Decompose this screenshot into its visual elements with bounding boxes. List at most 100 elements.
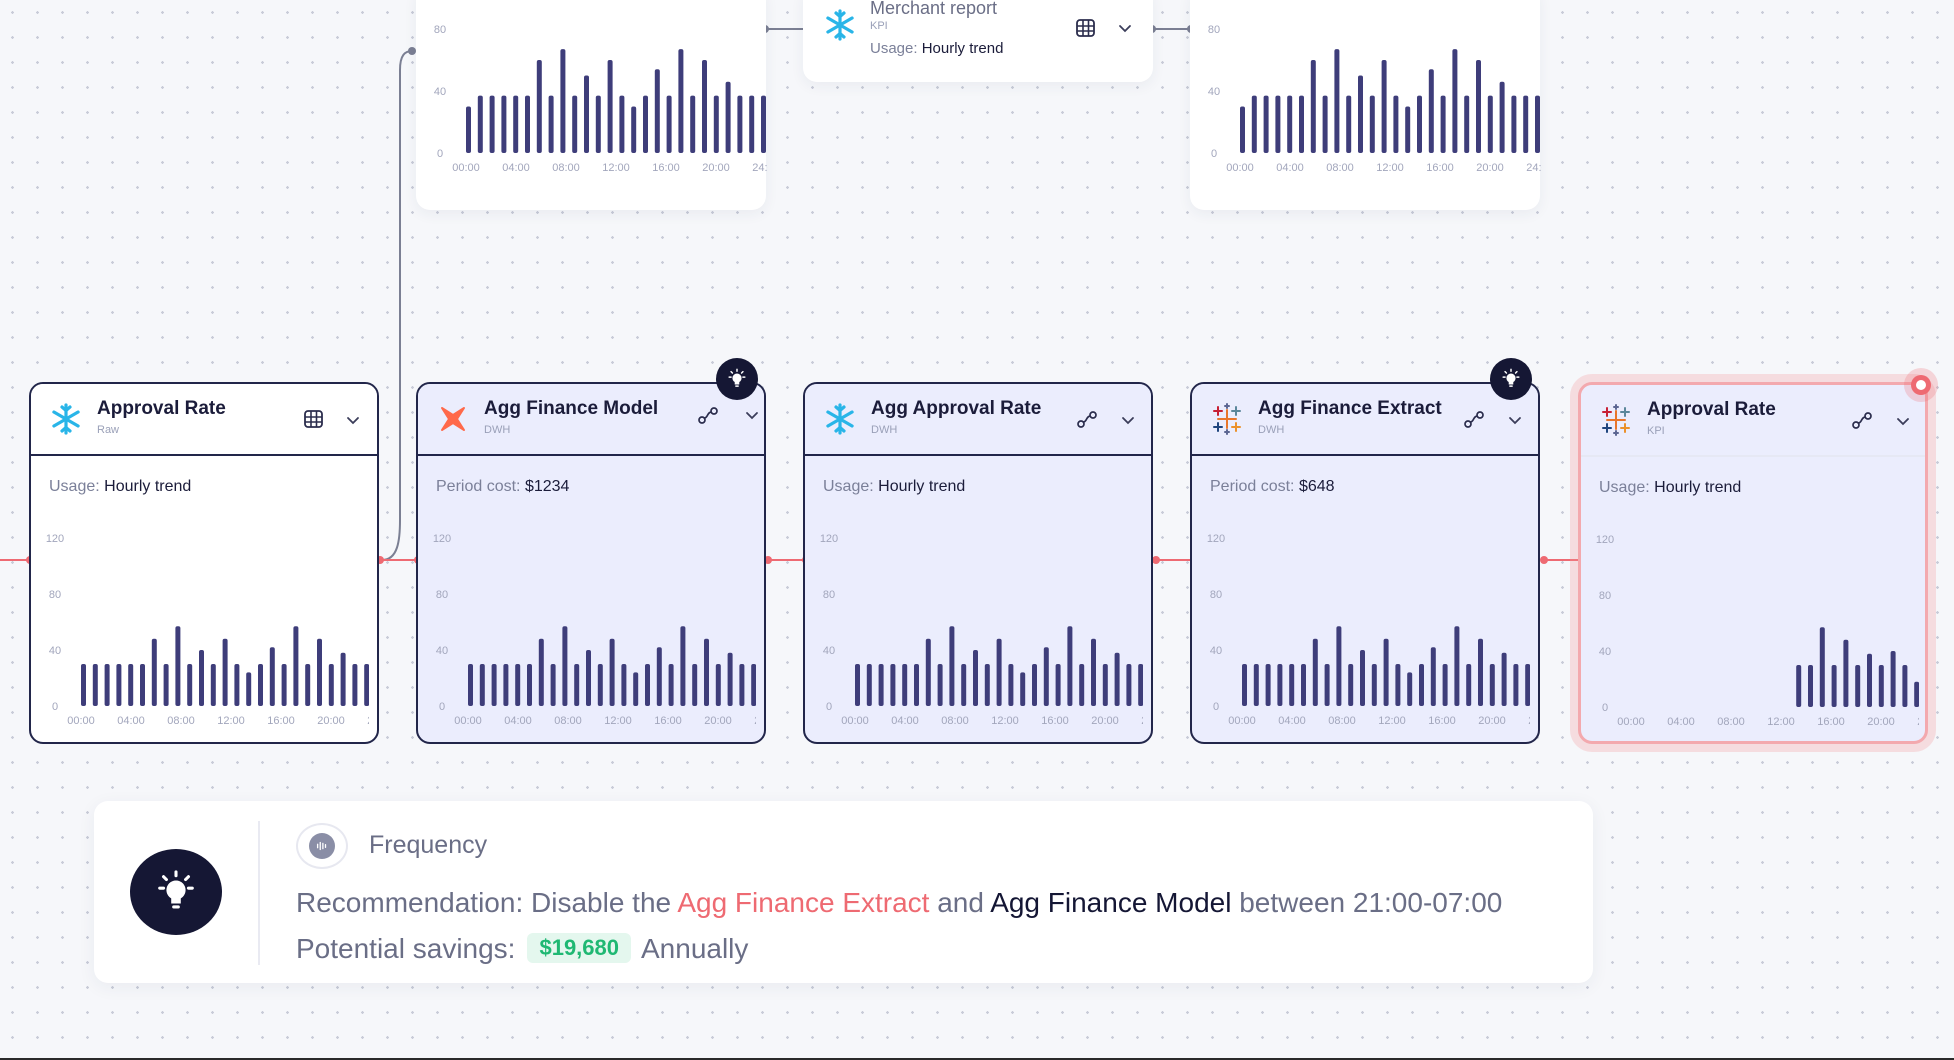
y-tick-label: 80	[436, 589, 448, 601]
bar	[1867, 653, 1872, 707]
bar	[538, 638, 544, 706]
alert-dot-icon[interactable]	[1904, 368, 1938, 402]
chevron-down-icon[interactable]	[1506, 411, 1524, 429]
bar	[996, 638, 1002, 706]
bar	[961, 664, 967, 706]
bar	[645, 664, 650, 706]
chevron-down-icon[interactable]	[344, 411, 362, 429]
bar	[1808, 665, 1813, 707]
y-tick-label: 40	[434, 86, 446, 98]
x-tick-label: 24:00	[367, 715, 369, 727]
metric-value: Hourly trend	[1654, 479, 1742, 496]
bar	[656, 647, 662, 706]
node-card-agg-approval-rate[interactable]: Agg Approval Rate DWH Usage: Hourly tren…	[803, 382, 1153, 744]
tableau-icon	[1213, 403, 1241, 435]
recommendation-category: Frequency	[369, 831, 488, 859]
y-tick-label: 120	[46, 533, 64, 545]
table-icon[interactable]	[1075, 17, 1097, 39]
x-tick-label: 12:00	[602, 162, 630, 174]
x-tick-label: 16:00	[267, 715, 295, 727]
x-tick-label: 20:00	[1476, 162, 1504, 174]
y-tick-label: 80	[823, 589, 835, 601]
lineage-icon[interactable]	[1076, 408, 1098, 430]
x-tick-label: 16:00	[1426, 162, 1454, 174]
bar	[1055, 664, 1061, 706]
recommendation-badge[interactable]	[1490, 358, 1532, 400]
bar	[1430, 647, 1436, 706]
card-metric: Usage: Hourly trend	[823, 478, 965, 496]
recommendation-target-link[interactable]: Agg Finance Extract	[677, 887, 930, 918]
bar	[1032, 664, 1037, 706]
x-tick-label: 16:00	[1817, 716, 1845, 728]
bar	[479, 664, 485, 706]
y-tick-label: 80	[1208, 24, 1220, 36]
bar	[1138, 664, 1143, 706]
y-tick-label: 0	[437, 148, 443, 160]
bar	[340, 652, 346, 706]
x-tick-label: 00:00	[1617, 716, 1645, 728]
lightbulb-icon	[130, 849, 222, 935]
card-subtitle: KPI	[870, 20, 888, 32]
top-chart-card-left[interactable]: 0 40 80 00:00 04:00 08:00 12:00 16:00 20:00 24:00	[416, 0, 768, 210]
lineage-icon[interactable]	[697, 404, 719, 426]
chevron-down-icon[interactable]	[1119, 411, 1137, 429]
bar	[81, 664, 86, 706]
bar	[1301, 664, 1306, 706]
bar	[328, 664, 334, 706]
card-subtitle: Raw	[97, 424, 120, 436]
card-header: Agg Finance Extract DWH	[1192, 384, 1538, 456]
savings-label: Potential savings:	[296, 933, 516, 964]
node-card-agg-finance-extract[interactable]: Agg Finance Extract DWH Period cost: $64…	[1190, 382, 1540, 744]
bar	[1442, 664, 1448, 706]
bar	[631, 106, 637, 153]
metric-value: Hourly trend	[878, 478, 966, 495]
y-tick-label: 120	[820, 533, 838, 545]
bar-chart: 0 40 80 120 00:00 04:00 08:00 12:00 16:00 20:00 24…	[1596, 534, 1919, 728]
bar	[621, 664, 627, 706]
x-tick-label: 20:00	[317, 715, 345, 727]
bar	[1358, 75, 1363, 153]
chevron-down-icon[interactable]	[743, 406, 761, 424]
bar	[548, 95, 554, 153]
chevron-down-icon[interactable]	[1894, 412, 1912, 430]
x-tick-label: 08:00	[1717, 716, 1745, 728]
lineage-icon[interactable]	[1851, 409, 1873, 431]
bar	[725, 81, 731, 153]
bar	[715, 664, 721, 706]
savings-badge: $19,680	[527, 933, 631, 963]
bar	[1079, 664, 1085, 706]
card-title: Agg Finance Model	[484, 398, 659, 419]
merchant-report-card[interactable]: Merchant report KPI Usage: Hourly trend	[803, 0, 1153, 82]
recommendation-badge[interactable]	[716, 358, 758, 400]
x-tick-label: 08:00	[552, 162, 580, 174]
card-metric: Period cost: $648	[1210, 478, 1335, 496]
bar	[1428, 69, 1434, 153]
bar-chart: 0 40 80 120 00:00 04:00 08:00 12:00 16:00 20:00 24…	[46, 533, 369, 727]
table-icon[interactable]	[303, 408, 325, 430]
lineage-icon[interactable]	[1463, 408, 1485, 430]
y-tick-label: 0	[439, 701, 445, 713]
y-tick-label: 80	[49, 589, 61, 601]
bar	[1322, 95, 1328, 153]
bar	[984, 664, 990, 706]
x-tick-label: 00:00	[454, 715, 482, 727]
chevron-down-icon[interactable]	[1116, 19, 1134, 37]
recommendation-target-model[interactable]: Agg Finance Model	[990, 887, 1232, 918]
bar	[199, 650, 204, 706]
bar	[1242, 664, 1247, 706]
top-chart-card-right[interactable]: 0 40 80 00:00 04:00 08:00 12:00 16:00 20:00 24:00	[1190, 0, 1542, 210]
bar	[597, 664, 603, 706]
bar	[1466, 664, 1472, 706]
bar	[503, 664, 509, 706]
bar	[713, 95, 719, 153]
bar	[1464, 95, 1470, 153]
bar	[1914, 681, 1919, 707]
bar	[1299, 95, 1304, 153]
node-card-agg-finance-model[interactable]: Agg Finance Model DWH Period cost: $1234…	[416, 382, 766, 744]
usage-value: Hourly trend	[921, 40, 1004, 57]
y-tick-label: 40	[49, 645, 61, 657]
bar	[234, 664, 240, 706]
bar	[1251, 95, 1257, 153]
